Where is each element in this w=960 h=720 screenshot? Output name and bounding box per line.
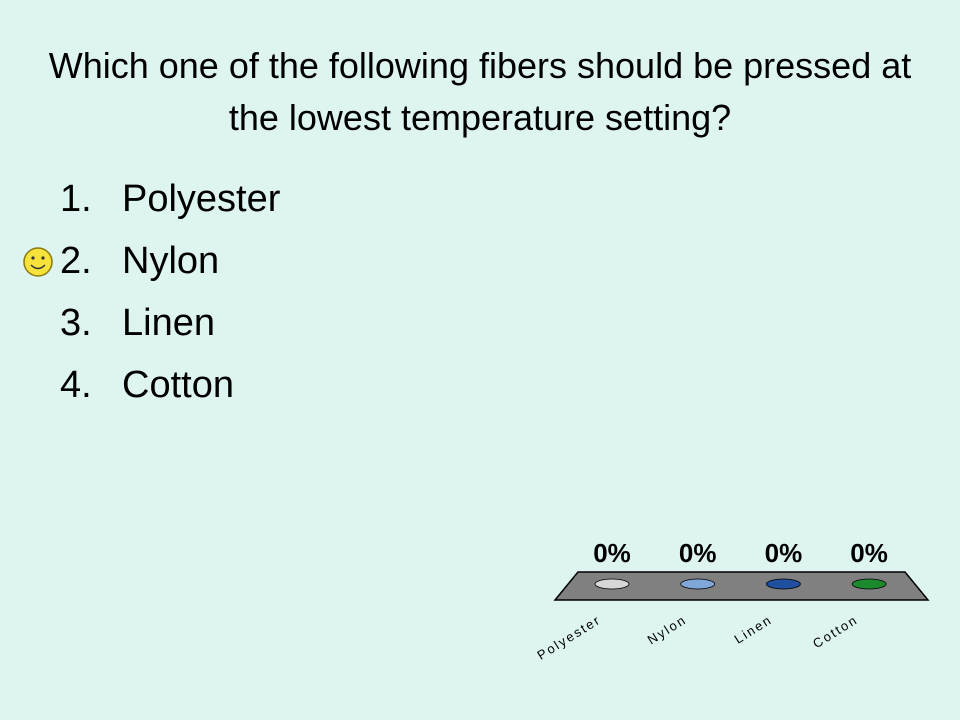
smiley (23, 247, 53, 277)
category-label: Polyester (534, 612, 603, 663)
option-number: 2. (60, 240, 92, 282)
value-label: 0% (593, 538, 631, 568)
option-number: 4. (60, 364, 92, 406)
question: Which one of the following fibers should… (48, 45, 912, 138)
option: 4. Cotton (60, 364, 234, 407)
chart-floor (553, 571, 930, 601)
option: 2. Nylon (60, 240, 219, 283)
option-text: Cotton (122, 364, 234, 406)
option: 1. Polyester (60, 178, 280, 221)
category-label: Cotton (810, 612, 861, 651)
category-label: Linen (732, 612, 775, 647)
bar-top (766, 578, 801, 590)
option-number: 3. (60, 302, 92, 344)
option-text: Linen (122, 302, 215, 344)
bar-top (594, 578, 630, 590)
category-label: Nylon (645, 612, 690, 648)
bar-top (680, 578, 716, 590)
value-label: 0% (850, 538, 888, 568)
option: 3. Linen (60, 302, 215, 345)
value-label: 0% (765, 538, 803, 568)
option-text: Polyester (122, 178, 281, 220)
value-label: 0% (679, 538, 717, 568)
bar-top (851, 578, 887, 590)
option-text: Nylon (122, 240, 220, 282)
option-number: 1. (60, 178, 92, 220)
